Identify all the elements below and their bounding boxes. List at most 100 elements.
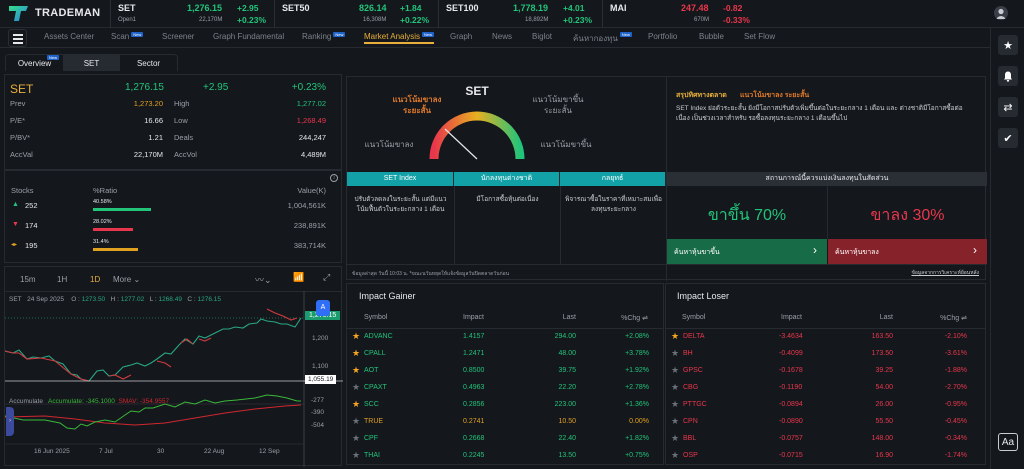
col-last[interactable]: Last <box>562 314 576 321</box>
price-chart-svg[interactable] <box>5 291 343 467</box>
favorite-star-icon[interactable]: ★ <box>352 450 361 460</box>
timeframe-1h[interactable]: 1H <box>57 275 68 284</box>
timeframe-15m[interactable]: 15m <box>20 275 36 284</box>
swap-arrows-icon[interactable]: ⇄ <box>998 97 1018 117</box>
nav-set-flow[interactable]: Set Flow <box>744 32 776 41</box>
label-high: High <box>174 99 190 108</box>
col-last[interactable]: Last <box>879 314 893 321</box>
col-pct-change[interactable]: %Chg ⇌ <box>940 315 967 322</box>
table-row[interactable]: ★ CPALL 1.2471 48.00 +3.78% <box>347 346 663 363</box>
x-tick: 30 <box>157 448 165 455</box>
logo[interactable]: TRADEMAN <box>8 4 100 22</box>
table-row[interactable]: ★ BH -0.4099 173.50 -3.61% <box>666 346 985 363</box>
nav-screener[interactable]: Screener <box>162 32 195 41</box>
indicator-icon[interactable]: 📶 <box>293 272 305 282</box>
font-size-button[interactable]: Aa <box>998 433 1018 451</box>
row-impact: -0.4099 <box>779 350 803 357</box>
nav-graph[interactable]: Graph <box>450 32 473 41</box>
table-row[interactable]: ★ CPAXT 0.4963 22.20 +2.78% <box>347 380 663 397</box>
row-last: 13.50 <box>558 452 576 459</box>
row-symbol: CPN <box>683 418 698 425</box>
row-pct-change: +1.82% <box>625 435 649 442</box>
magic-check-icon[interactable]: ✔ <box>998 128 1018 148</box>
ticker-set[interactable]: SET Open1 1,276.15 +2.95 22,170M +0.23% <box>110 0 274 28</box>
table-row[interactable]: ★ PTTGC -0.0894 26.00 -0.95% <box>666 397 985 414</box>
ticker-value: 1,276.15 <box>187 3 223 13</box>
nav-fund-search[interactable]: ค้นหากองทุน New <box>573 32 632 43</box>
favorite-star-icon[interactable]: ★ <box>671 331 680 341</box>
nav-market-analysis[interactable]: Market Analysis New <box>364 32 435 44</box>
collapse-pane-handle[interactable]: › <box>6 407 14 436</box>
table-row[interactable]: ★ ADVANC 1.4157 294.00 +2.08% <box>347 329 663 346</box>
table-row[interactable]: ★ AOT 0.8500 39.75 +1.92% <box>347 363 663 380</box>
indicator-y-tick: -390 <box>311 409 325 416</box>
ticker-pct: -0.33% <box>723 15 750 25</box>
timeframe-more[interactable]: More ⌄ <box>113 275 141 284</box>
favorite-star-icon[interactable]: ★ <box>671 416 680 426</box>
row-pct-change: -0.34% <box>944 435 967 442</box>
fullscreen-icon[interactable]: ⤢ <box>323 272 331 282</box>
col-impact[interactable]: Impact <box>781 314 803 321</box>
table-row[interactable]: ★ CBG -0.1190 54.00 -2.70% <box>666 380 985 397</box>
favorite-star-icon[interactable]: ★ <box>352 399 361 409</box>
search-downtrend-button[interactable]: ค้นหาหุ้นขาลง › <box>828 239 987 264</box>
nav-portfolio[interactable]: Portfolio <box>648 32 678 41</box>
favorite-star-icon[interactable]: ★ <box>352 382 361 392</box>
table-row[interactable]: ★ BBL -0.0757 148.00 -0.34% <box>666 431 985 448</box>
col-pct-change[interactable]: %Chg ⇌ <box>621 315 648 322</box>
nav-news[interactable]: News <box>492 32 513 41</box>
table-row[interactable]: ★ OSP -0.0715 16.90 -1.74% <box>666 448 985 465</box>
favorite-star-icon[interactable]: ★ <box>352 365 361 375</box>
search-uptrend-button[interactable]: ค้นหาหุ้นขาขึ้น › <box>667 239 827 264</box>
table-row[interactable]: ★ SCC 0.2856 223.00 +1.36% <box>347 397 663 414</box>
row-pct-change: +2.78% <box>625 384 649 391</box>
table-row[interactable]: ★ GPSC -0.1678 39.25 -1.88% <box>666 363 985 380</box>
favorite-star-icon[interactable]: ★ <box>671 450 680 460</box>
nav-biglot[interactable]: Biglot <box>532 32 553 41</box>
nav-scan[interactable]: Scan New <box>111 32 144 41</box>
backtest-link[interactable]: ข้อมูลจากการวิเคราะห์ย้อนหลัง <box>911 270 979 276</box>
tab-sector[interactable]: Sector <box>136 59 161 68</box>
table-row[interactable]: ★ CPN -0.0890 55.50 -0.45% <box>666 414 985 431</box>
favorite-star-icon[interactable]: ★ <box>671 399 680 409</box>
nav-bubble[interactable]: Bubble <box>699 32 724 41</box>
favorite-star-icon[interactable]: ★ <box>352 331 361 341</box>
col-symbol[interactable]: Symbol <box>682 314 706 321</box>
tab-set[interactable]: SET <box>63 55 120 71</box>
ticker-mai[interactable]: MAI 247.48 -0.82 670M -0.33% <box>602 0 766 28</box>
favorite-star-icon[interactable]: ★ <box>352 416 361 426</box>
favorite-star-icon[interactable]: ★ <box>352 433 361 443</box>
favorites-star-icon[interactable]: ★ <box>998 35 1018 55</box>
tab-overview[interactable]: Overview New <box>17 55 59 68</box>
nav-ranking[interactable]: Ranking New <box>302 32 346 41</box>
new-badge: New <box>333 32 346 37</box>
row-last: 48.00 <box>558 350 576 357</box>
favorite-star-icon[interactable]: ★ <box>671 382 680 392</box>
table-row[interactable]: ★ THAI 0.2245 13.50 +0.75% <box>347 448 663 465</box>
favorite-star-icon[interactable]: ★ <box>352 348 361 358</box>
table-row[interactable]: ★ TRUE 0.2741 10.50 0.00% <box>347 414 663 431</box>
ticker-volume: 16,308M <box>363 17 387 23</box>
user-avatar-icon[interactable] <box>994 6 1008 20</box>
col-symbol[interactable]: Symbol <box>364 314 388 321</box>
label-accvol: AccVol <box>174 150 197 159</box>
col-impact[interactable]: Impact <box>463 314 485 321</box>
favorite-star-icon[interactable]: ★ <box>671 348 680 358</box>
nav-assets-center[interactable]: Assets Center <box>44 32 95 41</box>
ticker-set100[interactable]: SET100 1,778.19 +4.01 18,892M +0.23% <box>438 0 602 28</box>
favorite-star-icon[interactable]: ★ <box>671 365 680 375</box>
alert-marker-button[interactable]: A <box>316 300 330 316</box>
new-badge: New <box>131 32 144 37</box>
table-row[interactable]: ★ DELTA -3.4634 163.50 -2.10% <box>666 329 985 346</box>
nav-graph-fundamental[interactable]: Graph Fundamental <box>213 32 285 41</box>
hamburger-menu-icon[interactable] <box>8 29 27 47</box>
timeframe-1d[interactable]: 1D <box>90 275 101 284</box>
info-icon[interactable]: i <box>330 174 338 182</box>
index-pct: +0.23% <box>291 82 326 93</box>
table-row[interactable]: ★ CPF 0.2668 22.40 +1.82% <box>347 431 663 448</box>
favorite-star-icon[interactable]: ★ <box>671 433 680 443</box>
label-accval: AccVal <box>10 150 33 159</box>
ticker-set50[interactable]: SET50 826.14 +1.84 16,308M +0.22% <box>274 0 438 28</box>
chart-type-icon[interactable]: 〰⌄ <box>255 275 272 285</box>
alert-bell-icon[interactable] <box>998 66 1018 86</box>
